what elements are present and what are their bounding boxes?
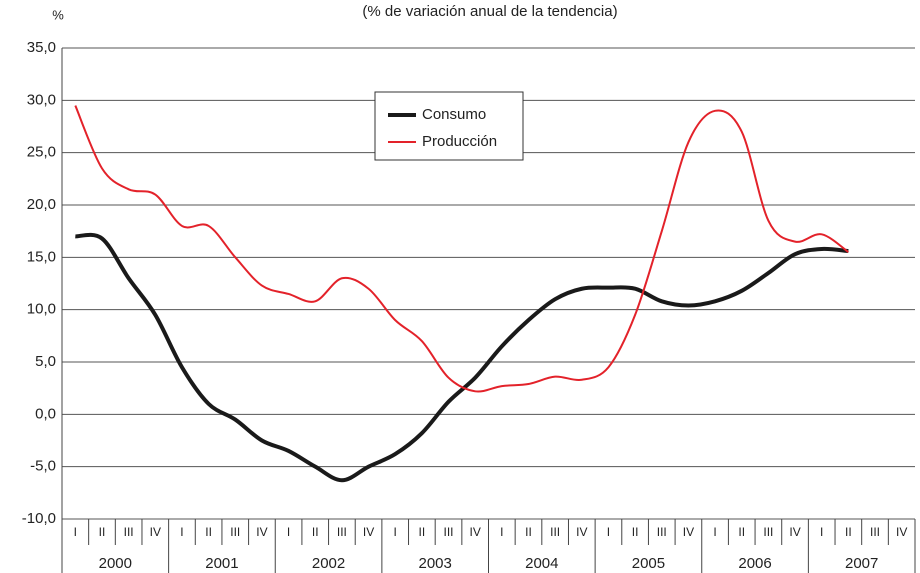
y-tick-label: 10,0	[27, 301, 56, 318]
year-label: 2006	[738, 555, 771, 572]
x-tick-label: III	[337, 525, 347, 539]
x-tick-label: III	[763, 525, 773, 539]
x-tick-label: III	[550, 525, 560, 539]
x-tick-label: I	[394, 525, 397, 539]
series-line	[75, 232, 849, 483]
year-label: 2007	[845, 555, 878, 572]
x-tick-label: IV	[470, 525, 481, 539]
x-tick-label: I	[74, 525, 77, 539]
y-tick-label: 30,0	[27, 91, 56, 108]
x-tick-label: I	[820, 525, 823, 539]
year-label: 2005	[632, 555, 665, 572]
year-label: 2003	[419, 555, 452, 572]
legend-label: Consumo	[422, 106, 486, 123]
y-tick-label: 20,0	[27, 196, 56, 213]
x-tick-label: IV	[256, 525, 267, 539]
x-tick-label: II	[632, 525, 639, 539]
year-label: 2004	[525, 555, 558, 572]
y-tick-label: -5,0	[30, 458, 56, 475]
x-tick-label: I	[287, 525, 290, 539]
y-tick-label: 0,0	[35, 405, 56, 422]
x-tick-label: IV	[363, 525, 374, 539]
x-tick-label: IV	[576, 525, 587, 539]
y-tick-label: 15,0	[27, 248, 56, 265]
series-line	[74, 105, 849, 393]
x-tick-label: III	[124, 525, 134, 539]
x-tick-label: II	[205, 525, 212, 539]
y-axis-label: %	[52, 7, 64, 22]
x-tick-label: II	[419, 525, 426, 539]
x-tick-label: III	[870, 525, 880, 539]
year-label: 2000	[99, 555, 132, 572]
x-tick-label: II	[845, 525, 852, 539]
legend-box	[374, 91, 524, 161]
x-tick-label: II	[312, 525, 319, 539]
y-tick-label: 5,0	[35, 353, 56, 370]
x-tick-label: I	[180, 525, 183, 539]
x-tick-label: II	[525, 525, 532, 539]
x-tick-label: III	[444, 525, 454, 539]
chart-title: (% de variación anual de la tendencia)	[362, 3, 617, 20]
x-tick-label: IV	[896, 525, 907, 539]
x-tick-label: III	[657, 525, 667, 539]
x-tick-label: IV	[150, 525, 161, 539]
y-tick-label: -10,0	[22, 510, 56, 527]
year-label: 2002	[312, 555, 345, 572]
y-tick-label: 25,0	[27, 144, 56, 161]
x-tick-label: I	[713, 525, 716, 539]
x-tick-label: II	[99, 525, 106, 539]
x-tick-label: I	[500, 525, 503, 539]
legend: Consumo Producción	[374, 91, 524, 161]
x-tick-label: III	[230, 525, 240, 539]
year-label: 2001	[205, 555, 238, 572]
x-tick-label: IV	[789, 525, 800, 539]
y-tick-label: 35,0	[27, 39, 56, 56]
x-tick-label: II	[738, 525, 745, 539]
x-tick-label: IV	[683, 525, 694, 539]
x-tick-label: I	[607, 525, 610, 539]
legend-label: Producción	[422, 133, 497, 150]
